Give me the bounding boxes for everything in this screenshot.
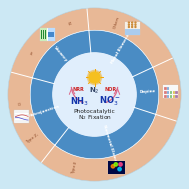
FancyBboxPatch shape bbox=[170, 94, 172, 98]
Circle shape bbox=[87, 70, 102, 85]
Circle shape bbox=[135, 24, 136, 25]
FancyBboxPatch shape bbox=[167, 87, 169, 90]
FancyBboxPatch shape bbox=[40, 28, 55, 41]
Text: NH$_3$: NH$_3$ bbox=[70, 95, 89, 108]
Text: N,: N, bbox=[66, 21, 71, 26]
Circle shape bbox=[53, 53, 136, 136]
FancyBboxPatch shape bbox=[48, 28, 55, 41]
Circle shape bbox=[132, 24, 133, 25]
FancyBboxPatch shape bbox=[175, 91, 178, 94]
FancyBboxPatch shape bbox=[170, 91, 172, 94]
Circle shape bbox=[118, 167, 121, 171]
Text: N$_2$: N$_2$ bbox=[89, 85, 100, 96]
FancyBboxPatch shape bbox=[48, 32, 54, 37]
FancyBboxPatch shape bbox=[125, 22, 140, 35]
Circle shape bbox=[132, 22, 133, 23]
FancyBboxPatch shape bbox=[14, 110, 29, 123]
FancyBboxPatch shape bbox=[164, 87, 167, 90]
Text: Type II: Type II bbox=[71, 161, 78, 174]
Wedge shape bbox=[8, 8, 181, 181]
FancyBboxPatch shape bbox=[167, 94, 169, 98]
Circle shape bbox=[89, 72, 100, 83]
Circle shape bbox=[132, 26, 133, 27]
Circle shape bbox=[135, 22, 136, 23]
Text: Vacancy: Vacancy bbox=[53, 45, 68, 63]
Text: Photocatalytic: Photocatalytic bbox=[74, 108, 115, 114]
Circle shape bbox=[128, 26, 129, 27]
Text: Hetrojunction: Hetrojunction bbox=[28, 104, 60, 118]
FancyBboxPatch shape bbox=[108, 161, 125, 174]
Wedge shape bbox=[30, 30, 159, 159]
FancyBboxPatch shape bbox=[45, 30, 46, 39]
Circle shape bbox=[128, 24, 129, 25]
Text: NOR: NOR bbox=[105, 87, 117, 92]
FancyBboxPatch shape bbox=[43, 30, 44, 39]
FancyBboxPatch shape bbox=[163, 85, 178, 98]
FancyBboxPatch shape bbox=[173, 91, 175, 94]
Text: Dopine: Dopine bbox=[139, 89, 156, 94]
FancyBboxPatch shape bbox=[164, 91, 167, 94]
Text: NO$_3^-$: NO$_3^-$ bbox=[99, 95, 121, 108]
Text: Nonmetal Element: Nonmetal Element bbox=[102, 124, 118, 167]
Text: Type Z,: Type Z, bbox=[26, 132, 40, 143]
Text: O,: O, bbox=[17, 103, 22, 107]
FancyBboxPatch shape bbox=[167, 91, 169, 94]
Circle shape bbox=[114, 163, 118, 166]
Circle shape bbox=[8, 8, 181, 181]
FancyBboxPatch shape bbox=[175, 94, 178, 98]
Text: Metal Element: Metal Element bbox=[111, 33, 131, 64]
Circle shape bbox=[135, 26, 136, 27]
Text: S,: S, bbox=[28, 52, 33, 57]
Text: N$_2$ Fixation: N$_2$ Fixation bbox=[77, 113, 112, 122]
FancyBboxPatch shape bbox=[108, 161, 125, 174]
Circle shape bbox=[119, 163, 122, 166]
Circle shape bbox=[111, 165, 115, 168]
FancyBboxPatch shape bbox=[125, 29, 140, 35]
Text: Others: Others bbox=[113, 15, 120, 29]
FancyBboxPatch shape bbox=[41, 30, 42, 39]
FancyBboxPatch shape bbox=[163, 85, 178, 98]
Circle shape bbox=[128, 22, 129, 23]
FancyBboxPatch shape bbox=[164, 94, 167, 98]
FancyBboxPatch shape bbox=[173, 94, 175, 98]
FancyBboxPatch shape bbox=[125, 22, 140, 29]
FancyBboxPatch shape bbox=[40, 28, 47, 41]
Text: NRR: NRR bbox=[72, 87, 84, 92]
